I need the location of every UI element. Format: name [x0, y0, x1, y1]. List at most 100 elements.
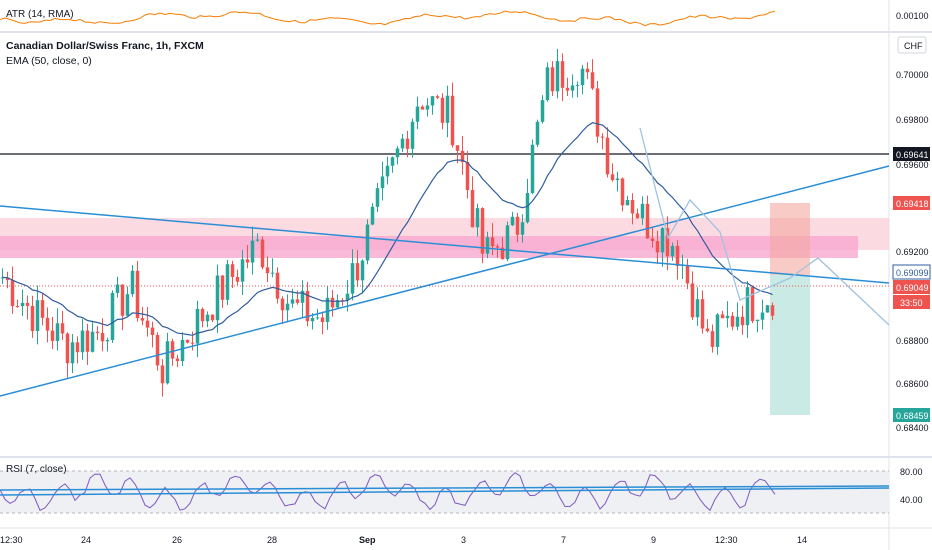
- currency-badge[interactable]: CHF: [897, 36, 927, 54]
- candle-body: [140, 318, 145, 321]
- time-label: 9: [651, 535, 656, 545]
- candle-body: [650, 238, 655, 242]
- candle-body: [345, 293, 350, 301]
- candle-body: [155, 334, 160, 366]
- candle-body: [115, 284, 120, 293]
- rsi-trendline-2[interactable]: [0, 487, 890, 496]
- candle-body: [510, 216, 515, 226]
- candle-body: [675, 245, 680, 266]
- time-label: Sep: [359, 535, 376, 545]
- candle-body: [75, 342, 80, 353]
- candle-body: [80, 330, 85, 353]
- candle-body: [750, 287, 755, 322]
- candle-body: [475, 208, 480, 228]
- time-label: 14: [797, 535, 807, 545]
- candle-body: [730, 315, 735, 327]
- time-label: 3: [461, 535, 466, 545]
- candle-body: [250, 240, 255, 263]
- candle-body: [635, 213, 640, 219]
- projection-path[interactable]: [639, 127, 890, 326]
- ema-value-tag: [892, 264, 931, 280]
- candle-body: [745, 287, 750, 326]
- candle-body: [40, 300, 45, 318]
- price-scale[interactable]: 0.70000 0.69800 0.69600 0.69200 0.68800 …: [896, 70, 929, 433]
- currency-badge-text: CHF: [904, 41, 923, 51]
- candle-body: [225, 264, 230, 300]
- time-label: 12:30: [0, 535, 23, 545]
- candle-body: [295, 299, 300, 303]
- candle-body: [200, 308, 205, 322]
- candle-body: [660, 228, 665, 253]
- candle-body: [740, 316, 745, 326]
- candle-body: [325, 297, 330, 322]
- currency-badge-frame: [897, 36, 927, 54]
- candle-body: [275, 272, 280, 299]
- candle-body: [540, 100, 545, 122]
- candle-body: [15, 305, 20, 307]
- candle-body: [715, 314, 720, 347]
- candle-body: [95, 331, 100, 334]
- candle-body: [185, 339, 190, 343]
- candle-body: [480, 208, 485, 254]
- candle-body: [735, 316, 740, 327]
- candle-body: [430, 96, 435, 106]
- descending-trendline[interactable]: [0, 205, 890, 284]
- candle-body: [720, 314, 725, 319]
- price-label: 0.68400: [896, 423, 929, 433]
- ascending-trendline[interactable]: [0, 165, 890, 397]
- atr-scale: 0.00100: [896, 11, 929, 21]
- ema-line[interactable]: [2, 122, 773, 336]
- rsi-trendline-1[interactable]: [0, 485, 890, 491]
- candle-body: [280, 298, 285, 311]
- candle-body: [420, 106, 425, 110]
- target-zone: [770, 275, 810, 415]
- rsi-scale-label: 80.00: [900, 467, 923, 477]
- candle-body: [30, 305, 35, 332]
- candle-body: [590, 72, 595, 89]
- candle-body: [725, 315, 730, 319]
- candle-body: [580, 68, 585, 86]
- candle-body: [55, 323, 60, 341]
- candle-body: [690, 283, 695, 318]
- candle-body: [330, 297, 335, 308]
- candle-body: [380, 176, 385, 189]
- price-tags: 0.69641 0.69418 0.69099 0.69049 33:50 0.…: [892, 147, 931, 422]
- candle-body: [520, 222, 525, 235]
- candle-body: [460, 150, 465, 163]
- atr-label: ATR (14, RMA): [6, 9, 74, 20]
- candle-body: [515, 216, 520, 235]
- candle-body: [45, 317, 50, 331]
- time-label: 24: [81, 535, 91, 545]
- candle-body: [265, 267, 270, 274]
- atr-line: [0, 10, 776, 27]
- candle-body: [560, 61, 565, 88]
- price-label: 0.69600: [896, 160, 929, 170]
- candle-body: [390, 157, 395, 166]
- candle-body: [425, 105, 430, 110]
- candle-body: [130, 270, 135, 295]
- chart-title: Canadian Dollar/Swiss Franc, 1h, FXCM: [6, 40, 204, 52]
- candle-body: [230, 264, 235, 277]
- candle-body: [195, 308, 200, 344]
- candle-body: [35, 300, 40, 332]
- candle-body: [235, 276, 240, 282]
- candle-body: [530, 144, 535, 194]
- countdown-tag-text: 33:50: [900, 298, 923, 308]
- candle-body: [630, 200, 635, 214]
- candle-body: [10, 280, 15, 306]
- candle-body: [655, 241, 660, 253]
- candle-body: [50, 330, 55, 341]
- stop-zone: [770, 203, 810, 275]
- candle-body: [85, 330, 90, 352]
- candle-body: [20, 302, 25, 307]
- candle-body: [455, 145, 460, 151]
- candle-body: [375, 188, 380, 207]
- time-axis[interactable]: 12:30 24 26 28 Sep 3 7 9 12:30 14: [0, 535, 807, 545]
- current-price-tag: [893, 280, 930, 294]
- candle-body: [260, 239, 265, 268]
- candle-body: [400, 138, 405, 149]
- time-label: 28: [267, 535, 277, 545]
- candle-body: [770, 305, 775, 316]
- candle-body: [615, 178, 620, 181]
